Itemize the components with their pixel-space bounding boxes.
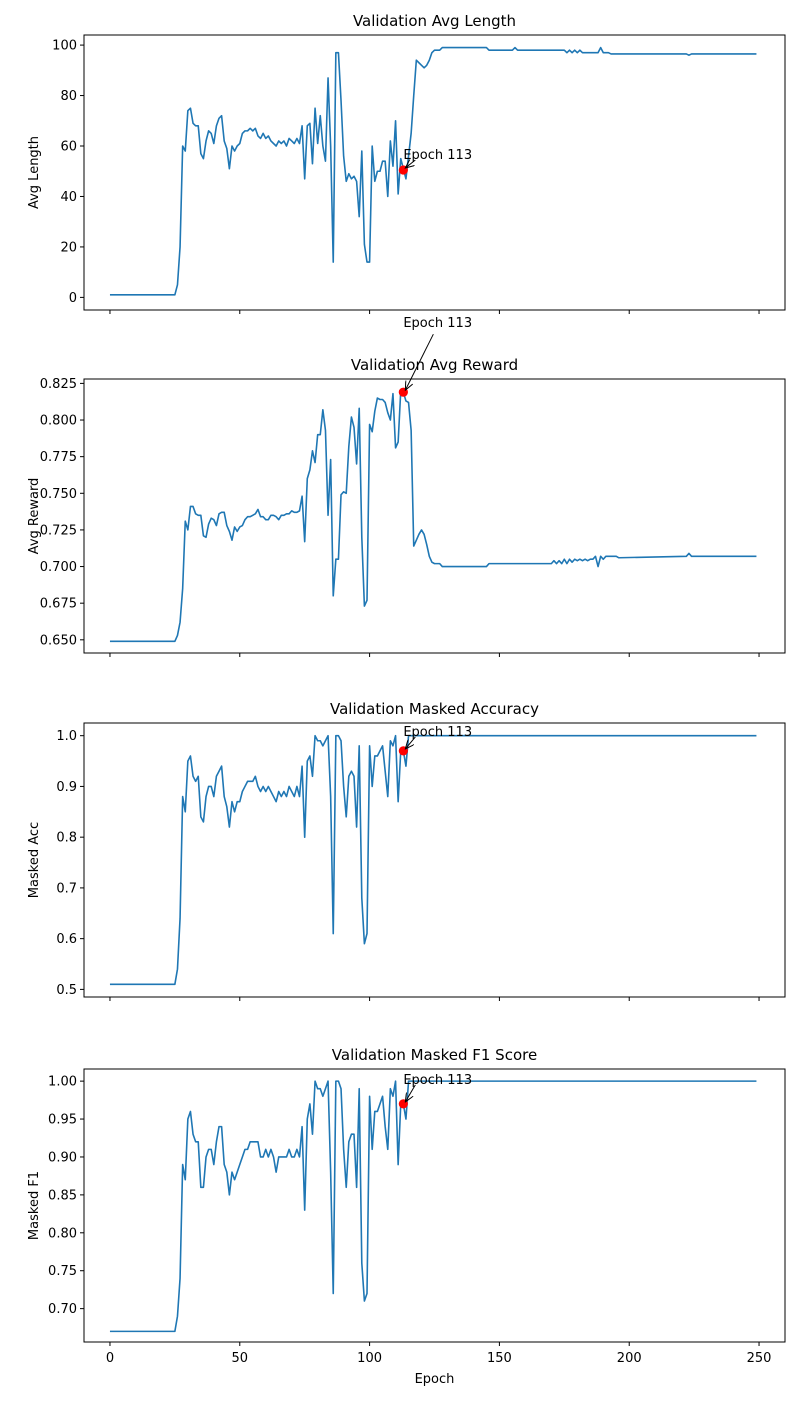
y-tick-label: 0.9 [56, 780, 77, 795]
y-tick-label: 0.85 [48, 1188, 77, 1203]
x-tick-label: 200 [617, 1351, 642, 1366]
y-tick-label: 0.70 [48, 1302, 77, 1317]
y-tick-label: 100 [52, 39, 77, 54]
x-tick-label: 50 [232, 1351, 249, 1366]
axes-frame [83, 722, 786, 998]
x-axis-label: Epoch [415, 1372, 455, 1387]
chart-title: Validation Avg Length [353, 12, 516, 30]
y-tick-label: 0.90 [48, 1150, 77, 1165]
x-tick-label: 100 [357, 1351, 382, 1366]
axes-frame [83, 1068, 786, 1343]
y-tick-label: 40 [60, 190, 77, 205]
y-tick-label: 0.80 [48, 1226, 77, 1241]
y-tick-label: 0.6 [56, 932, 77, 947]
annotation-label: Epoch 113 [403, 725, 472, 740]
annotation-label: Epoch 113 [403, 148, 472, 163]
x-tick-label: 0 [106, 1351, 114, 1366]
y-tick-label: 0.8 [56, 831, 77, 846]
y-tick-label: 0.800 [40, 414, 77, 429]
y-tick-label: 1.00 [48, 1075, 77, 1090]
chart-panel-4: Validation Masked F1 Score Masked F1 0.70 0… [27, 1046, 786, 1366]
annotation-arrow [405, 160, 416, 168]
annotation-label: Epoch 113 [403, 1073, 472, 1088]
x-tick-label: 250 [747, 1351, 772, 1366]
y-tick-label: 0.75 [48, 1264, 77, 1279]
y-tick-label: 0.750 [40, 487, 77, 502]
y-axis-label: Avg Length [27, 136, 42, 209]
y-tick-label: 0.775 [40, 450, 77, 465]
chart-panel-1: Validation Avg Length Avg Length 0 20 40 60 80… [27, 12, 786, 314]
chart-panel-2: Validation Avg Reward Avg Reward 0.650 0.67… [27, 316, 786, 657]
y-tick-label: 0.825 [40, 377, 77, 392]
y-axis-label: Masked Acc [27, 822, 42, 898]
annotation-label: Epoch 113 [403, 316, 472, 331]
y-tick-label: 0.725 [40, 523, 77, 538]
data-series-line [109, 389, 757, 643]
annotation-arrow [405, 333, 434, 390]
y-tick-label: 0.5 [56, 983, 77, 998]
y-tick-label: 0.650 [40, 633, 77, 648]
chart-panel-3: Validation Masked Accuracy Masked Acc 0.5 0… [27, 700, 786, 1001]
data-series-line [109, 734, 757, 986]
highlight-marker [398, 387, 408, 397]
chart-title: Validation Avg Reward [351, 356, 518, 374]
y-tick-label: 0.675 [40, 597, 77, 612]
chart-title: Validation Masked F1 Score [332, 1046, 537, 1064]
y-tick-label: 0.95 [48, 1113, 77, 1128]
y-tick-label: 0.7 [56, 881, 77, 896]
y-tick-label: 20 [60, 240, 77, 255]
annotation-arrow [405, 1084, 416, 1102]
y-tick-label: 0 [69, 291, 77, 306]
y-tick-label: 60 [60, 140, 77, 155]
data-series-line [109, 46, 757, 296]
y-tick-label: 0.700 [40, 560, 77, 575]
x-tick-label: 150 [487, 1351, 512, 1366]
y-axis-label: Avg Reward [27, 478, 42, 555]
chart-title: Validation Masked Accuracy [330, 700, 539, 718]
axes-frame [83, 378, 786, 654]
y-tick-label: 80 [60, 89, 77, 104]
axes-frame [83, 34, 786, 311]
data-series-line [109, 1080, 757, 1333]
y-axis-label: Masked F1 [27, 1171, 42, 1240]
y-tick-label: 1.0 [56, 729, 77, 744]
annotation-arrow [405, 736, 416, 749]
